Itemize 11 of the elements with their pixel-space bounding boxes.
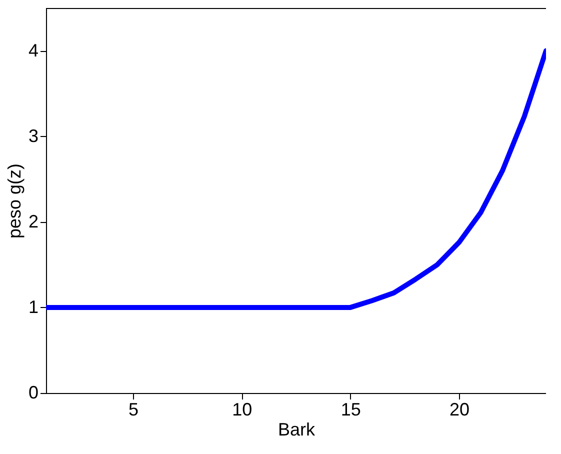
x-tick-label: 5 bbox=[128, 400, 138, 420]
x-axis-title: Bark bbox=[278, 420, 316, 440]
y-tick-label: 3 bbox=[28, 126, 38, 146]
y-tick-label: 0 bbox=[28, 382, 38, 402]
x-tick-label: 10 bbox=[232, 400, 252, 420]
y-tick-label: 4 bbox=[28, 40, 38, 60]
y-tick-label: 2 bbox=[28, 211, 38, 232]
x-tick-label: 20 bbox=[450, 400, 470, 420]
x-tick-label: 15 bbox=[340, 400, 361, 420]
y-tick-label: 1 bbox=[28, 296, 38, 317]
y-axis-title: peso g(z) bbox=[4, 163, 24, 239]
